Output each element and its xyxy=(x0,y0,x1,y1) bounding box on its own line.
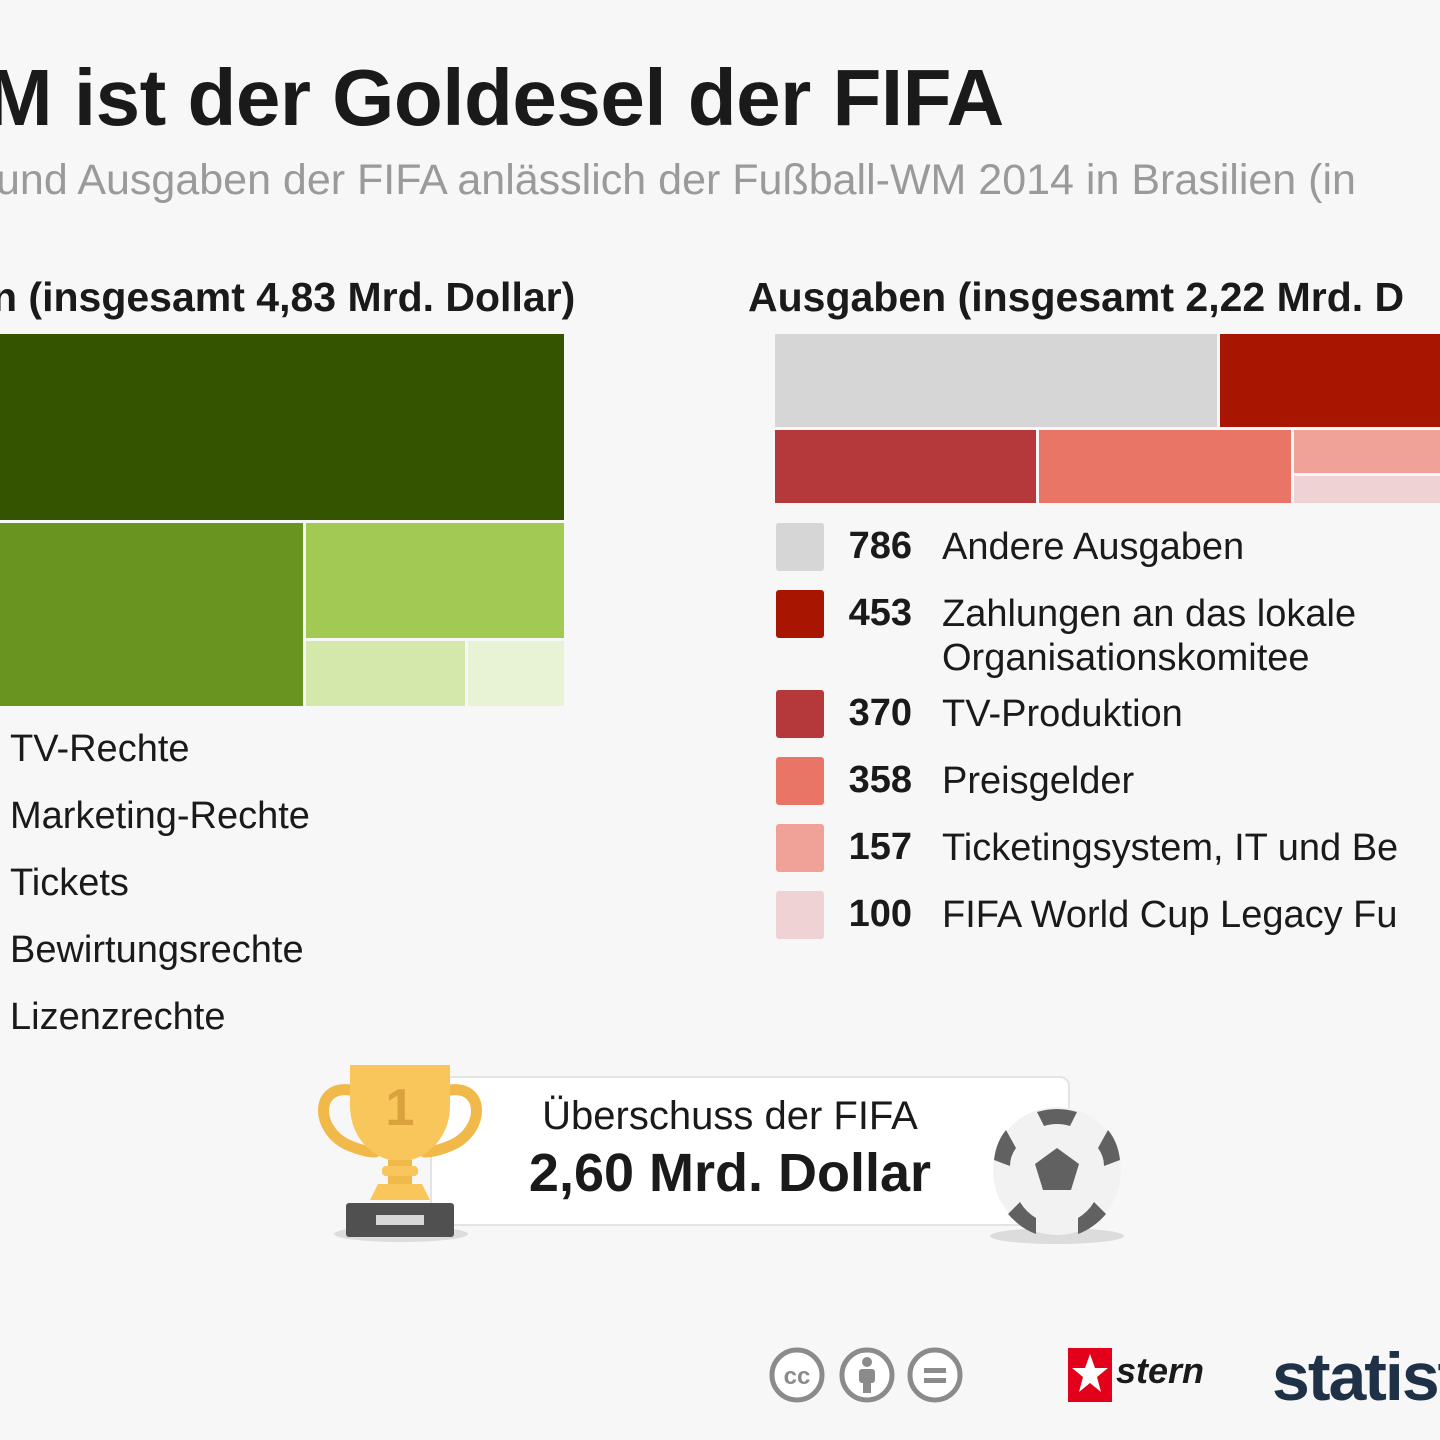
income-label-bewirtungsrechte: Bewirtungsrechte xyxy=(10,929,304,971)
treemap-cell-tv-produktion xyxy=(775,430,1036,503)
legend-swatch xyxy=(776,824,824,872)
legend-label: Preisgelder xyxy=(942,760,1135,802)
legend-swatch xyxy=(776,590,824,638)
treemap-cell-andere-ausgaben xyxy=(775,334,1217,427)
legend-label: Ticketingsystem, IT und Be xyxy=(942,827,1399,869)
legend-label: Andere Ausgaben xyxy=(942,526,1245,568)
legend-value: 453 xyxy=(848,592,912,634)
partner-logo-text: stern xyxy=(1116,1350,1205,1391)
income-heading: n (insgesamt 4,83 Mrd. Dollar) xyxy=(0,274,576,320)
legend-label: FIFA World Cup Legacy Fu xyxy=(942,894,1398,936)
by-icon xyxy=(839,1347,895,1403)
surplus-value: 2,60 Mrd. Dollar xyxy=(528,1143,932,1203)
treemap-cell-tickets xyxy=(306,523,564,638)
treemap-cell-bewirtungsrechte xyxy=(306,641,465,706)
expenses-heading: Ausgaben (insgesamt 2,22 Mrd. D xyxy=(748,274,1405,320)
legend-value: 370 xyxy=(848,692,912,734)
treemap-cell-tv-rechte xyxy=(0,334,564,520)
legend-label: TV-Produktion xyxy=(942,693,1183,735)
nd-icon xyxy=(907,1347,963,1403)
treemap-cell-lizenzrechte xyxy=(468,641,564,706)
legend-value: 157 xyxy=(848,826,912,868)
legend-swatch xyxy=(776,757,824,805)
cc-icon: cc xyxy=(769,1347,825,1403)
treemap-cell-legacy-fund xyxy=(1294,476,1440,503)
legend-value: 100 xyxy=(848,893,912,935)
legend-swatch xyxy=(776,891,824,939)
legend-value: 358 xyxy=(848,759,912,801)
stern-logo xyxy=(1068,1348,1112,1402)
surplus-label: Überschuss der FIFA xyxy=(542,1094,918,1138)
income-label-tickets: Tickets xyxy=(10,862,129,904)
legend-value: 786 xyxy=(848,525,912,567)
treemap-cell-preisgelder xyxy=(1039,430,1291,503)
trophy-number: 1 xyxy=(386,1079,415,1137)
page-subtitle: und Ausgaben der FIFA anlässlich der Fuß… xyxy=(0,156,1356,204)
svg-text:cc: cc xyxy=(784,1363,811,1390)
treemap-cell-marketing-rechte xyxy=(0,523,303,706)
trophy-icon: 1 xyxy=(318,1065,482,1237)
treemap-cell-lokales-komitee xyxy=(1220,334,1440,427)
soccer-ball-icon xyxy=(993,1107,1121,1235)
income-label-tv-rechte: TV-Rechte xyxy=(10,728,190,770)
income-label-marketing-rechte: Marketing-Rechte xyxy=(10,795,310,837)
legend-swatch xyxy=(776,690,824,738)
income-label-lizenzrechte: Lizenzrechte xyxy=(10,996,226,1038)
surplus-box xyxy=(430,1076,1070,1226)
brand-logo: statist xyxy=(1272,1339,1440,1415)
legend-label: Zahlungen an das lokale Organisationskom… xyxy=(942,593,1357,679)
legend-swatch xyxy=(776,523,824,571)
treemap-cell-ticketingsystem xyxy=(1294,430,1440,473)
page-title: M ist der Goldesel der FIFA xyxy=(0,53,1004,142)
